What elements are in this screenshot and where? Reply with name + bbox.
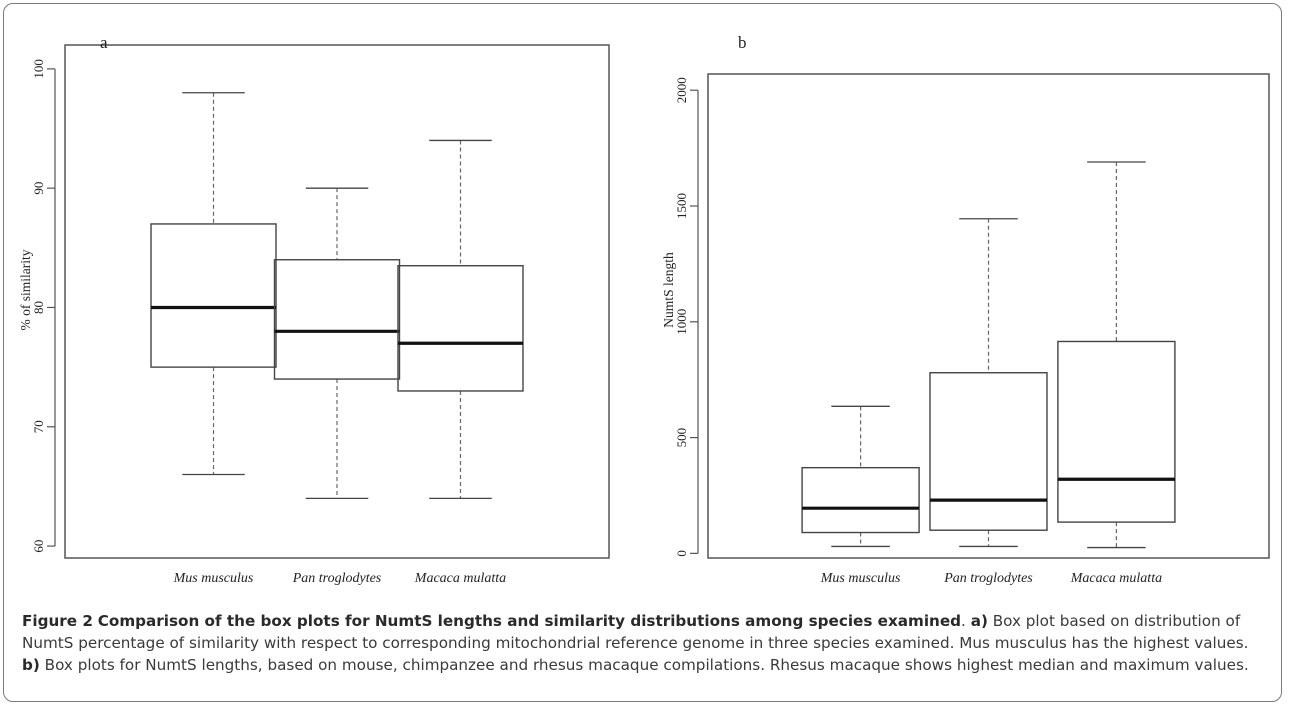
panel-a-ytick-label-80: 80	[31, 301, 46, 314]
panel-a-ytick-label-90: 90	[31, 182, 46, 195]
panel-a-category-label-1: Pan troglodytes	[292, 571, 382, 586]
panel-b-box-0	[801, 405, 920, 548]
panel-b-ytick-label-1500: 1500	[674, 193, 689, 219]
iqr-box	[397, 265, 524, 392]
iqr-box	[150, 223, 277, 368]
panel-a-ylabel: % of similarity	[18, 249, 33, 330]
panel-b-box-1	[929, 218, 1048, 548]
panel-b-ylabel: NumtS length	[661, 252, 676, 328]
panel-b-ytick-label-2000: 2000	[674, 77, 689, 103]
panel-a-category-label-2: Macaca mulatta	[414, 571, 506, 586]
panel-a-boxplot: a % of similarity 60 70 80 90 100 Mus musculu…	[18, 33, 610, 586]
panel-b-ytick-label-500: 500	[674, 428, 689, 448]
caption-sep: .	[961, 612, 971, 630]
caption-b-label: b)	[22, 656, 40, 674]
panel-b-plot-area	[707, 73, 1270, 559]
panel-a-marks: 60 70 80 90 100 Mus musculus Pan troglodytes Ma…	[31, 59, 524, 586]
panel-a-category-label-0: Mus musculus	[173, 571, 254, 586]
caption-figure-label: Figure 2	[22, 612, 93, 630]
iqr-box	[801, 466, 920, 534]
iqr-box	[929, 372, 1048, 531]
figure-caption: Figure 2 Comparison of the box plots for…	[22, 610, 1267, 676]
iqr-box	[273, 259, 401, 380]
panel-b-label: b	[738, 33, 747, 52]
caption-a-label: a)	[970, 612, 988, 630]
panel-b-ytick-label-0: 0	[674, 550, 689, 557]
panel-a-ytick-label-60: 60	[31, 540, 46, 553]
panel-a-label: a	[100, 33, 108, 52]
caption-title: Comparison of the box plots for NumtS le…	[97, 612, 962, 630]
panel-b-marks: 0 500 1000 1500 2000 Mus musculus Pan troglody…	[674, 77, 1176, 586]
iqr-box	[1057, 340, 1176, 523]
panel-a-plot-area	[64, 44, 610, 559]
panel-b-boxplot: b NumtS length 0 500 1000 1500 2000 Mus muscu…	[661, 33, 1270, 586]
panel-a-box-1	[273, 187, 401, 499]
caption-b-text: Box plots for NumtS lengths, based on mo…	[39, 656, 1249, 674]
caption-a-text: Box plot based on distribution of NumtS …	[22, 612, 1249, 652]
panel-b-category-label-2: Macaca mulatta	[1070, 571, 1162, 586]
panel-b-category-label-1: Pan troglodytes	[943, 571, 1033, 586]
panel-a-ytick-label-70: 70	[31, 420, 46, 433]
panel-a-ytick-label-100: 100	[31, 59, 46, 79]
panel-b-box-2	[1057, 161, 1176, 549]
panel-b-ytick-label-1000: 1000	[674, 309, 689, 335]
panel-a-box-0	[150, 92, 277, 476]
figure-frame	[3, 3, 1282, 702]
panel-a-box-2	[397, 139, 524, 499]
panel-b-category-label-0: Mus musculus	[820, 571, 901, 586]
